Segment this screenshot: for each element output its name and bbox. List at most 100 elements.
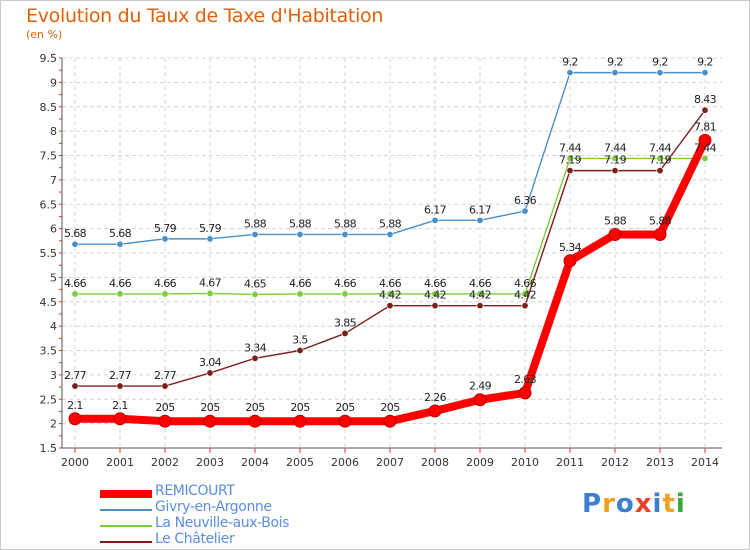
x-tick-label: 2004 — [241, 456, 269, 469]
y-tick-label: 7 — [50, 174, 57, 187]
data-label: 4.66 — [289, 277, 312, 290]
data-label: 4.66 — [379, 277, 402, 290]
data-label: 4.66 — [424, 277, 447, 290]
data-label: 205 — [335, 401, 355, 414]
y-tick-label: 4 — [50, 320, 57, 333]
data-label: 4.66 — [469, 277, 492, 290]
chart-subtitle: (en %) — [26, 28, 63, 41]
data-point — [656, 154, 664, 162]
data-label: 2.77 — [64, 369, 87, 382]
x-tick-label: 2001 — [106, 456, 134, 469]
data-point — [251, 290, 259, 298]
data-point — [386, 230, 394, 238]
logo-letter: t — [662, 489, 676, 519]
data-point — [71, 290, 79, 298]
y-tick-label: 5.5 — [40, 247, 58, 260]
data-label: 4.66 — [109, 277, 132, 290]
logo-letter: o — [615, 489, 635, 519]
logo-letter: i — [675, 489, 686, 519]
data-point — [206, 289, 214, 297]
data-label: 7.44 — [604, 141, 627, 154]
legend-label: Givry-en-Argonne — [155, 499, 272, 515]
data-label: 2.63 — [514, 373, 537, 386]
legend-swatch — [100, 525, 152, 527]
data-point — [248, 414, 262, 428]
data-label: 3.34 — [244, 341, 267, 354]
logo-letter: r — [602, 489, 616, 519]
chart-title: Evolution du Taux de Taxe d'Habitation — [26, 5, 384, 27]
data-label: 4.42 — [469, 289, 491, 302]
data-label: 6.36 — [514, 194, 537, 207]
data-point — [656, 167, 664, 175]
data-point — [608, 227, 622, 241]
data-label: 205 — [380, 401, 400, 414]
y-tick-label: 3 — [50, 369, 57, 382]
y-tick-label: 5 — [50, 271, 57, 284]
data-point — [518, 386, 532, 400]
data-label: 5.88 — [649, 214, 672, 227]
data-label: 3.5 — [292, 334, 308, 347]
data-label: 5.88 — [379, 217, 402, 230]
data-point — [341, 230, 349, 238]
data-label: 4.42 — [424, 289, 446, 302]
data-label: 4.67 — [199, 276, 222, 289]
data-label: 2.1 — [67, 399, 83, 412]
data-label: 7.81 — [694, 120, 716, 133]
y-tick-label: 2 — [50, 418, 57, 431]
data-label: 5.79 — [154, 222, 177, 235]
legend-label: La Neuville-aux-Bois — [155, 515, 290, 531]
data-label: 5.88 — [334, 217, 357, 230]
data-point — [521, 302, 529, 310]
data-point — [476, 216, 484, 224]
data-label: 2.1 — [112, 399, 128, 412]
y-tick-label: 8.5 — [40, 101, 58, 114]
data-point — [296, 346, 304, 354]
data-point — [701, 154, 709, 162]
data-label: 7.44 — [649, 141, 672, 154]
data-point — [161, 235, 169, 243]
data-label: 6.17 — [469, 203, 492, 216]
data-point — [701, 106, 709, 114]
data-label: 205 — [245, 401, 265, 414]
data-label: 205 — [290, 401, 310, 414]
data-label: 7.44 — [559, 141, 582, 154]
data-point — [251, 230, 259, 238]
data-point — [203, 414, 217, 428]
legend-swatch — [100, 509, 152, 511]
data-label: 2.49 — [469, 380, 492, 393]
data-label: 4.65 — [244, 277, 267, 290]
data-point — [386, 290, 394, 298]
x-tick-label: 2013 — [646, 456, 674, 469]
data-point — [428, 404, 442, 418]
x-tick-label: 2007 — [376, 456, 404, 469]
y-tick-label: 9 — [50, 76, 57, 89]
legend-swatch — [100, 541, 152, 543]
data-point — [161, 382, 169, 390]
data-label: 3.04 — [199, 356, 222, 369]
data-label: 9.2 — [652, 56, 668, 69]
data-point — [293, 414, 307, 428]
logo-letter: x — [634, 489, 653, 519]
data-point — [116, 382, 124, 390]
data-label: 7.19 — [559, 154, 582, 167]
data-label: 5.68 — [64, 227, 87, 240]
data-label: 7.19 — [649, 154, 672, 167]
data-point — [251, 354, 259, 362]
data-label: 4.66 — [334, 277, 357, 290]
data-label: 5.34 — [559, 241, 582, 254]
data-point — [431, 290, 439, 298]
data-point — [296, 230, 304, 238]
x-tick-label: 2005 — [286, 456, 314, 469]
data-label: 4.66 — [154, 277, 177, 290]
data-point — [476, 290, 484, 298]
x-tick-label: 2008 — [421, 456, 449, 469]
data-label: 5.88 — [289, 217, 312, 230]
data-point — [386, 302, 394, 310]
proxiti-logo: Proxiti — [582, 489, 686, 519]
data-point — [71, 382, 79, 390]
data-point — [611, 154, 619, 162]
logo-letter: i — [652, 489, 663, 519]
x-tick-label: 2002 — [151, 456, 179, 469]
data-label: 4.42 — [379, 289, 401, 302]
